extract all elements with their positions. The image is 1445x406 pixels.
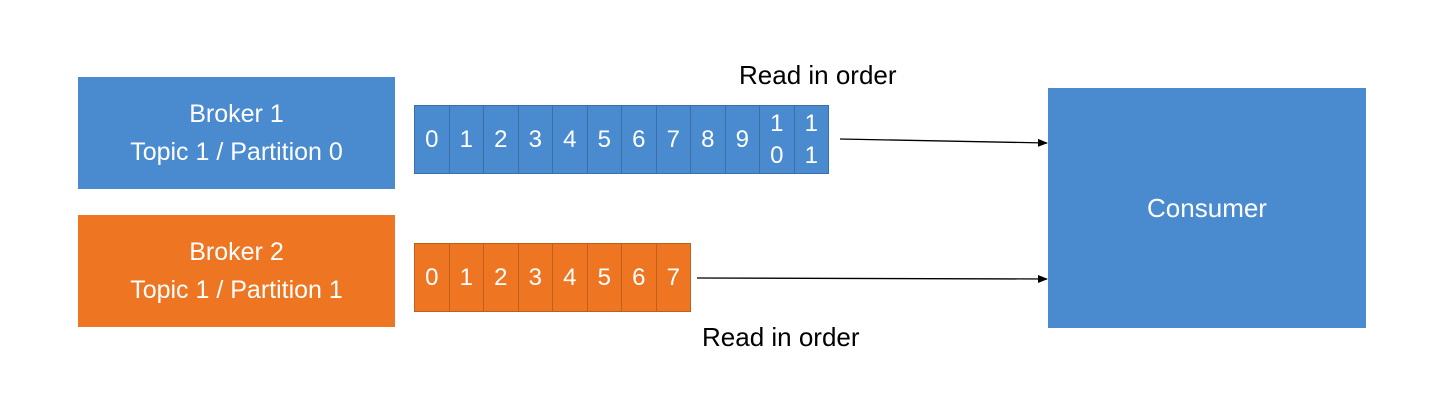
- offset-cell: 0: [414, 243, 450, 312]
- offset-cell: 6: [621, 105, 657, 174]
- broker-1-name: Broker 1: [189, 100, 284, 128]
- broker-2-box: Broker 2 Topic 1 / Partition 1: [78, 215, 395, 327]
- offset-cell: 5: [586, 105, 622, 174]
- broker-2-name: Broker 2: [189, 238, 284, 266]
- arrow-partition-1-to-consumer: [696, 274, 1048, 283]
- broker-1-box: Broker 1 Topic 1 / Partition 0: [78, 77, 395, 189]
- read-in-order-label-bottom: Read in order: [702, 322, 860, 352]
- offset-cell: 3: [517, 243, 553, 312]
- offset-cell: 6: [621, 243, 657, 312]
- offset-cell: 7: [655, 243, 691, 312]
- arrow-partition-0-to-consumer: [839, 138, 1048, 147]
- offset-cell: 3: [517, 105, 553, 174]
- broker-2-partition: Topic 1 / Partition 1: [130, 276, 343, 304]
- read-in-order-label-top: Read in order: [739, 60, 897, 90]
- offset-cell: 4: [552, 105, 588, 174]
- offset-cell: 7: [655, 105, 691, 174]
- consumer-label: Consumer: [1147, 192, 1267, 223]
- consumer-box: Consumer: [1048, 88, 1366, 328]
- offset-cell: 8: [690, 105, 726, 174]
- broker-1-partition: Topic 1 / Partition 0: [130, 138, 343, 166]
- offset-cell: 4: [552, 243, 588, 312]
- offset-cell: 1: [448, 105, 484, 174]
- offset-cell: 9: [724, 105, 760, 174]
